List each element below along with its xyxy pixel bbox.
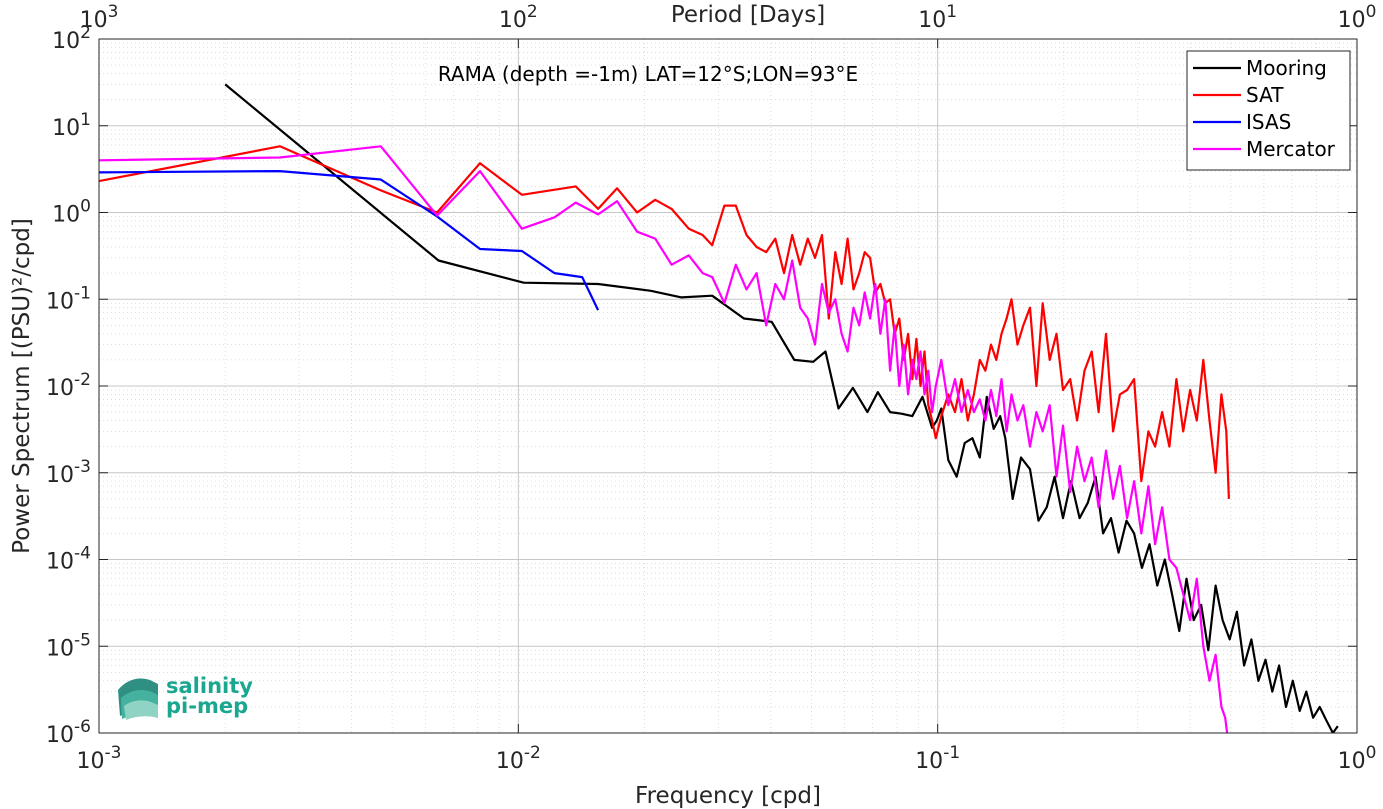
y-tick-label: 10-1 [46, 283, 91, 314]
y-tick-labels: 10-6 10-5 10-4 10-3 10-2 10-1 100 101 102 [46, 23, 91, 748]
y-tick-label: 101 [52, 110, 91, 141]
x-axis-title: Frequency [cpd] [635, 783, 821, 809]
x-tick-label: 100 [1338, 743, 1377, 774]
legend-label-mercator: Mercator [1246, 137, 1336, 161]
legend-label-mooring: Mooring [1246, 56, 1327, 80]
tick-marks [98, 38, 1358, 734]
y-tick-label: 10-5 [46, 630, 91, 661]
minor-grid [99, 39, 1357, 733]
y-tick-label: 10-4 [46, 544, 91, 575]
logo-line2: pi-mep [166, 694, 248, 718]
x-tick-label: 10-1 [915, 743, 960, 774]
wave-logo-icon [118, 678, 158, 720]
y-tick-label: 102 [52, 23, 91, 54]
series-line-isas [99, 170, 600, 311]
y-axis-title: Power Spectrum [(PSU)²/cpd] [9, 218, 35, 554]
y-tick-label: 10-6 [46, 717, 91, 748]
x-tick-label: 10-3 [77, 743, 122, 774]
top-tick-label: 102 [499, 2, 538, 33]
top-tick-label: 101 [918, 2, 957, 33]
series-line-mooring [224, 83, 1339, 733]
logo-line1: salinity [166, 674, 253, 698]
x-tick-label: 10-2 [496, 743, 541, 774]
series-line-sat [99, 145, 1230, 499]
y-tick-label: 10-3 [46, 457, 91, 488]
annotation: RAMA (depth =-1m) LAT=12°S;LON=93°E [438, 62, 858, 86]
legend: Mooring SAT ISAS Mercator [1186, 50, 1351, 171]
series-line-mercator [99, 145, 1229, 733]
legend-label-sat: SAT [1246, 83, 1284, 107]
legend-items: Mooring SAT ISAS Mercator [1193, 56, 1336, 161]
legend-label-isas: ISAS [1246, 110, 1291, 134]
series-layer [99, 83, 1339, 733]
top-tick-label: 100 [1338, 2, 1377, 33]
top-axis-title: Period [Days] [671, 2, 825, 28]
y-tick-label: 100 [52, 197, 91, 228]
legend-box [1186, 50, 1351, 171]
y-tick-label: 10-2 [46, 370, 91, 401]
salinity-pi-mep-logo: salinity pi-mep [118, 674, 253, 720]
top-tick-labels: 103 102 101 100 [80, 2, 1377, 33]
top-tick-label: 103 [80, 2, 119, 33]
x-tick-labels: 10-3 10-2 10-1 100 [77, 743, 1377, 774]
